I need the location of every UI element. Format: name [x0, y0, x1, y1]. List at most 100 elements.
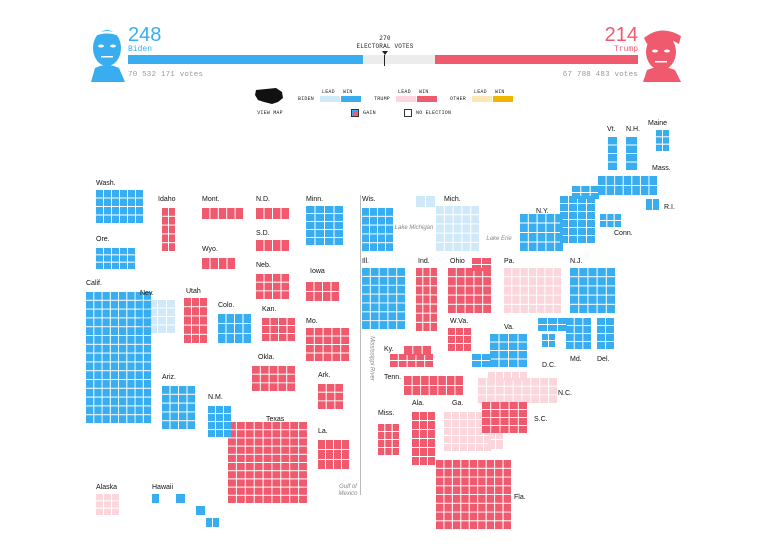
- state-cell: [416, 277, 423, 286]
- state-ny[interactable]: [520, 186, 599, 251]
- state-cell: [569, 204, 577, 211]
- state-ala[interactable]: [412, 412, 435, 465]
- state-hawaii[interactable]: [152, 494, 219, 527]
- state-mo[interactable]: [306, 328, 349, 361]
- state-mich[interactable]: [416, 196, 479, 251]
- state-cell: [318, 392, 326, 401]
- state-ri[interactable]: [646, 199, 659, 210]
- state-kan[interactable]: [262, 318, 295, 341]
- state-cell: [218, 314, 226, 323]
- state-cell: [162, 243, 168, 251]
- view-map-button[interactable]: VIEW MAP: [252, 86, 288, 116]
- state-cell: [465, 277, 474, 286]
- state-cell: [281, 208, 289, 219]
- state-cell: [263, 487, 272, 495]
- state-cell: [127, 406, 135, 415]
- state-cell: [528, 304, 537, 313]
- state-nd[interactable]: [256, 208, 289, 219]
- state-cell: [176, 494, 185, 503]
- state-ore[interactable]: [96, 248, 135, 269]
- state-maine[interactable]: [656, 130, 669, 151]
- state-cell: [456, 304, 465, 313]
- state-ind[interactable]: [416, 268, 437, 331]
- state-ark[interactable]: [318, 384, 343, 409]
- state-cell: [158, 317, 166, 325]
- state-cell: [537, 223, 546, 232]
- state-cell: [102, 353, 110, 362]
- state-cell: [272, 430, 281, 438]
- state-label-ohio: Ohio: [450, 258, 465, 265]
- state-cell: [423, 277, 430, 286]
- state-sd[interactable]: [256, 240, 289, 251]
- state-label-va: Va.: [504, 324, 514, 331]
- state-alaska[interactable]: [96, 494, 119, 515]
- state-cell: [341, 336, 349, 344]
- state-cell: [416, 322, 423, 331]
- state-mont[interactable]: [202, 208, 243, 219]
- state-nm[interactable]: [208, 406, 231, 437]
- state-mass[interactable]: [598, 176, 657, 195]
- state-wis[interactable]: [362, 208, 393, 251]
- state-cell: [264, 291, 272, 299]
- state-ariz[interactable]: [162, 386, 195, 429]
- state-ill[interactable]: [362, 268, 405, 329]
- state-idaho[interactable]: [162, 208, 175, 251]
- state-cell: [566, 334, 574, 341]
- state-cell: [548, 325, 557, 331]
- state-wash[interactable]: [96, 190, 143, 223]
- state-cell: [606, 295, 615, 304]
- state-ohio[interactable]: [448, 258, 491, 313]
- state-del[interactable]: [597, 318, 614, 349]
- state-cell: [522, 395, 531, 403]
- state-fla[interactable]: [436, 460, 511, 530]
- state-vt[interactable]: [608, 137, 617, 170]
- state-cell: [448, 304, 456, 313]
- state-cell: [428, 457, 435, 465]
- state-cell: [623, 186, 632, 195]
- state-conn[interactable]: [600, 214, 621, 227]
- state-neb[interactable]: [256, 274, 289, 299]
- biden-progress-fill: [128, 55, 364, 64]
- state-cell: [474, 304, 483, 313]
- state-cell: [162, 208, 168, 216]
- state-okla[interactable]: [252, 366, 295, 391]
- state-calif[interactable]: [86, 292, 152, 423]
- state-label-vt: Vt.: [607, 126, 616, 133]
- state-tenn[interactable]: [404, 376, 463, 395]
- state-dc[interactable]: [542, 334, 555, 347]
- state-cell: [499, 351, 508, 359]
- state-ky[interactable]: [390, 346, 433, 367]
- state-label-md: Md.: [570, 356, 582, 363]
- state-nc[interactable]: [478, 372, 557, 403]
- state-texas[interactable]: [228, 422, 307, 503]
- state-cell: [224, 422, 231, 429]
- state-wyo[interactable]: [202, 258, 235, 269]
- state-la[interactable]: [318, 440, 349, 469]
- state-cell: [558, 318, 567, 324]
- state-pa[interactable]: [504, 268, 561, 313]
- state-md[interactable]: [566, 318, 591, 349]
- state-cell: [528, 233, 537, 242]
- gulf-of-mexico-label: Gulf of Mexico: [338, 484, 358, 497]
- state-iowa[interactable]: [306, 282, 339, 301]
- state-cell: [200, 334, 207, 343]
- state-miss[interactable]: [378, 424, 399, 455]
- state-cell: [549, 334, 555, 340]
- state-nh[interactable]: [626, 137, 637, 170]
- state-utah[interactable]: [184, 298, 207, 343]
- state-va[interactable]: [472, 318, 567, 367]
- state-wva[interactable]: [448, 328, 471, 351]
- state-cell: [398, 354, 407, 360]
- state-sc[interactable]: [482, 402, 527, 433]
- state-cell: [379, 303, 388, 312]
- state-cell: [331, 292, 339, 301]
- state-nj[interactable]: [570, 268, 615, 313]
- state-cell: [412, 421, 419, 429]
- state-cell: [325, 230, 334, 237]
- state-cell: [560, 212, 568, 219]
- state-minn[interactable]: [306, 206, 343, 245]
- state-cell: [425, 354, 433, 360]
- state-cell: [444, 521, 452, 530]
- state-cell: [323, 336, 332, 344]
- state-colo[interactable]: [218, 314, 251, 343]
